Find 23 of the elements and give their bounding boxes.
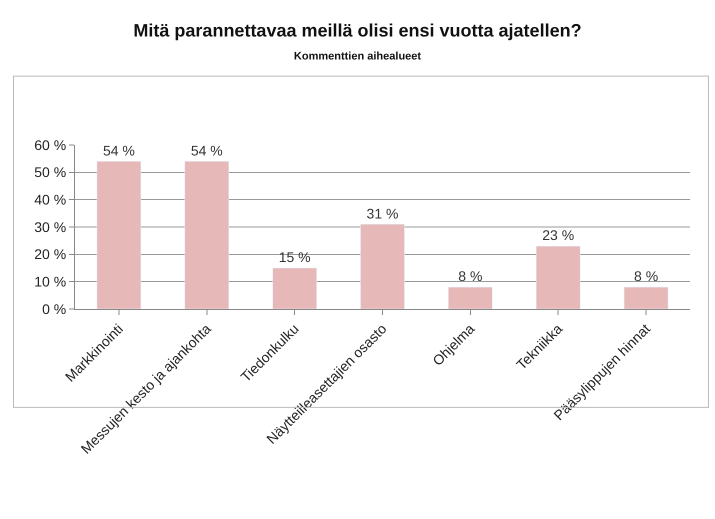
y-tick-label: 50 % bbox=[34, 164, 66, 180]
data-label: 54 % bbox=[102, 142, 135, 158]
chart-subtitle: Kommenttien aihealueet bbox=[294, 50, 422, 63]
data-label: 23 % bbox=[542, 227, 574, 244]
y-tick-label: 20 % bbox=[34, 246, 66, 262]
bar bbox=[184, 161, 229, 309]
bar bbox=[448, 286, 493, 309]
y-tick-label: 40 % bbox=[34, 192, 66, 208]
data-label: 8 % bbox=[634, 268, 658, 284]
bar bbox=[624, 286, 668, 309]
y-tick-label: 0 % bbox=[42, 300, 66, 317]
data-label: 31 % bbox=[366, 205, 398, 222]
y-tick-label: 30 % bbox=[34, 218, 66, 235]
bar bbox=[96, 161, 142, 309]
data-label: 15 % bbox=[278, 249, 311, 265]
chart-title: Mitä parannettavaa meillä olisi ensi vuotta ajatellen? bbox=[133, 20, 582, 40]
bar bbox=[536, 246, 580, 309]
y-tick-label: 10 % bbox=[34, 274, 66, 290]
data-label: 54 % bbox=[190, 142, 223, 158]
y-tick-label: 60 % bbox=[34, 136, 66, 153]
bar bbox=[360, 224, 405, 309]
bar bbox=[272, 268, 317, 309]
data-label: 8 % bbox=[458, 268, 482, 284]
